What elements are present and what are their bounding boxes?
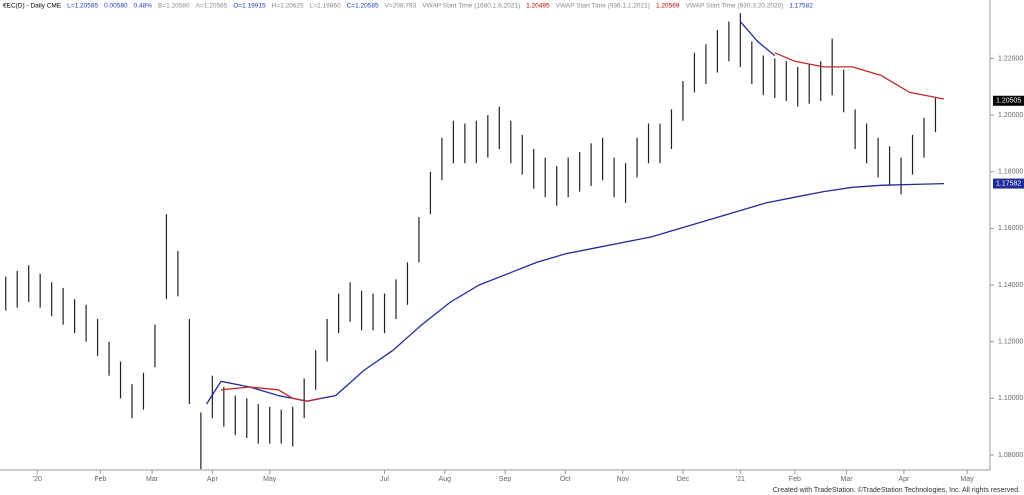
header-item: A=1.20585	[196, 3, 228, 10]
x-tick-label: Mar	[840, 476, 853, 483]
y-tick-label: 1.16000	[998, 225, 1023, 232]
x-tick-label: Jul	[380, 476, 389, 483]
x-tick-label: May	[263, 476, 277, 483]
header-item: 1.17582	[789, 3, 813, 10]
header-item: 1.20569	[656, 3, 680, 10]
x-tick-label: Apr	[207, 476, 219, 483]
header-item: B=1.20580	[158, 3, 190, 10]
x-tick-label: Dec	[677, 476, 690, 483]
x-tick-label: Nov	[616, 476, 629, 483]
header-item: O=1.19915	[233, 3, 266, 10]
x-tick-label: Feb	[789, 476, 801, 483]
y-tick-label: 1.18000	[998, 169, 1023, 176]
header-item: 1.20495	[526, 3, 550, 10]
header-item: C=1.20585	[347, 3, 379, 10]
price-label: 1.17582	[996, 180, 1021, 187]
x-tick-label: Feb	[94, 476, 106, 483]
y-tick-label: 1.14000	[998, 282, 1023, 289]
y-tick-label: 1.22000	[998, 55, 1023, 62]
x-tick-label: Sep	[499, 476, 512, 483]
x-tick-label: Oct	[560, 476, 571, 483]
x-tick-label: '20	[33, 476, 42, 483]
x-tick-label: '21	[736, 476, 745, 483]
price-label-box	[993, 95, 1024, 106]
header-item: VWAP Start Time (936,1,1,2021)	[556, 3, 650, 10]
header-item: 0.48%	[134, 3, 153, 10]
x-tick-label: Apr	[898, 476, 910, 483]
header-item: €EC(D) - Daily CME	[3, 3, 62, 10]
header-item: L=1.20585	[67, 3, 98, 10]
header-item: 0.00580	[104, 3, 128, 10]
header-item: V=208,793	[385, 3, 417, 10]
header-item: VWAP Start Time (1680,1,6,2021)	[422, 3, 520, 10]
vwap-line	[220, 52, 945, 402]
x-tick-label: Aug	[439, 476, 452, 483]
price-label: 1.20505	[996, 98, 1021, 105]
header-item: L=1.19860	[310, 3, 341, 10]
footer: Created with TradeStation. ©TradeStation…	[773, 486, 1020, 494]
price-label-box	[993, 178, 1024, 189]
header-item: VWAP Start Time (930,3,20,2020)	[685, 3, 783, 10]
x-tick-label: Mar	[146, 476, 159, 483]
vwap-line	[739, 21, 776, 57]
y-tick-label: 1.08000	[998, 452, 1023, 459]
y-tick-label: 1.12000	[998, 339, 1023, 346]
y-tick-label: 1.20000	[998, 112, 1023, 119]
x-tick-label: May	[960, 476, 974, 483]
header-item: H=1.20625	[272, 3, 304, 10]
y-tick-label: 1.10000	[998, 395, 1023, 402]
